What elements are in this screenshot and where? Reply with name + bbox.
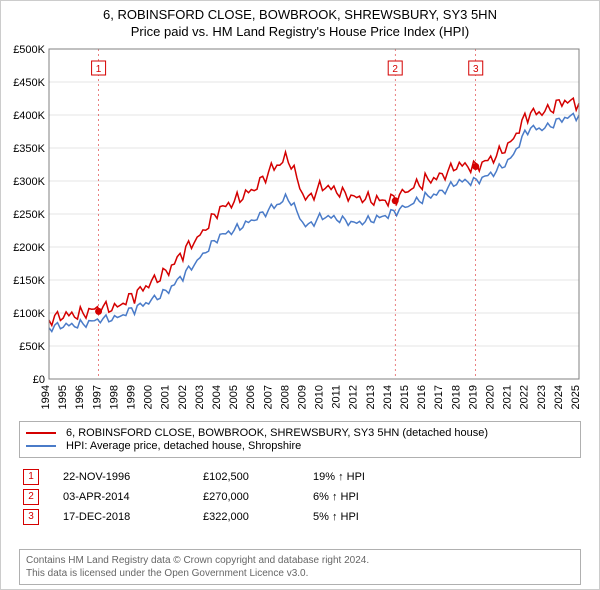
svg-text:£450K: £450K <box>13 77 45 89</box>
sale-marker-2: 2 <box>23 489 39 505</box>
title-block: 6, ROBINSFORD CLOSE, BOWBROOK, SHREWSBUR… <box>1 1 599 41</box>
svg-text:2022: 2022 <box>519 385 531 409</box>
svg-text:2000: 2000 <box>143 385 155 409</box>
svg-text:2001: 2001 <box>160 385 172 409</box>
title-line1: 6, ROBINSFORD CLOSE, BOWBROOK, SHREWSBUR… <box>1 7 599 24</box>
chart-area: 123£0£50K£100K£150K£200K£250K£300K£350K£… <box>49 49 579 379</box>
svg-text:£300K: £300K <box>13 176 45 188</box>
sale-marker-3: 3 <box>23 509 39 525</box>
svg-text:2010: 2010 <box>314 385 326 409</box>
svg-text:2019: 2019 <box>467 385 479 409</box>
legend-row-hpi: HPI: Average price, detached house, Shro… <box>26 440 574 452</box>
svg-text:3: 3 <box>473 64 479 75</box>
sales-rows: 1 22-NOV-1996 £102,500 19% ↑ HPI 2 03-AP… <box>19 465 433 529</box>
svg-text:2012: 2012 <box>348 385 360 409</box>
legend-label-property: 6, ROBINSFORD CLOSE, BOWBROOK, SHREWSBUR… <box>66 427 488 439</box>
svg-text:2014: 2014 <box>382 385 394 409</box>
legend-row-property: 6, ROBINSFORD CLOSE, BOWBROOK, SHREWSBUR… <box>26 427 574 439</box>
sale-pct-1: 19% ↑ HPI <box>313 471 433 483</box>
svg-text:1: 1 <box>96 64 102 75</box>
legend-label-hpi: HPI: Average price, detached house, Shro… <box>66 440 301 452</box>
svg-text:2007: 2007 <box>262 385 274 409</box>
svg-text:£350K: £350K <box>13 143 45 155</box>
svg-text:2003: 2003 <box>194 385 206 409</box>
svg-text:2011: 2011 <box>331 385 343 409</box>
title-line2: Price paid vs. HM Land Registry's House … <box>1 24 599 41</box>
svg-text:2005: 2005 <box>228 385 240 409</box>
sale-date-2: 03-APR-2014 <box>63 491 203 503</box>
svg-text:£400K: £400K <box>13 110 45 122</box>
svg-text:2016: 2016 <box>416 385 428 409</box>
sale-price-2: £270,000 <box>203 491 313 503</box>
svg-text:2002: 2002 <box>177 385 189 409</box>
svg-text:2013: 2013 <box>365 385 377 409</box>
svg-text:1997: 1997 <box>91 385 103 409</box>
footnote-box: Contains HM Land Registry data © Crown c… <box>19 549 581 585</box>
sale-price-3: £322,000 <box>203 511 313 523</box>
svg-text:£0: £0 <box>33 374 45 386</box>
svg-text:2006: 2006 <box>245 385 257 409</box>
chart-container: 6, ROBINSFORD CLOSE, BOWBROOK, SHREWSBUR… <box>0 0 600 590</box>
svg-text:1998: 1998 <box>108 385 120 409</box>
svg-text:2004: 2004 <box>211 385 223 409</box>
footnote-line1: Contains HM Land Registry data © Crown c… <box>26 554 574 567</box>
footnote-line2: This data is licensed under the Open Gov… <box>26 567 574 580</box>
svg-text:1995: 1995 <box>57 385 69 409</box>
svg-text:2024: 2024 <box>553 385 565 409</box>
svg-text:£50K: £50K <box>19 341 45 353</box>
svg-text:2020: 2020 <box>485 385 497 409</box>
sale-date-3: 17-DEC-2018 <box>63 511 203 523</box>
legend-swatch-hpi <box>26 445 56 447</box>
svg-text:2021: 2021 <box>502 385 514 409</box>
sale-marker-1: 1 <box>23 469 39 485</box>
svg-text:£200K: £200K <box>13 242 45 254</box>
svg-text:1999: 1999 <box>125 385 137 409</box>
svg-text:2015: 2015 <box>399 385 411 409</box>
svg-text:£250K: £250K <box>13 209 45 221</box>
sale-row-3: 3 17-DEC-2018 £322,000 5% ↑ HPI <box>19 509 433 525</box>
svg-text:£100K: £100K <box>13 308 45 320</box>
sale-date-1: 22-NOV-1996 <box>63 471 203 483</box>
legend-swatch-property <box>26 432 56 434</box>
svg-text:£150K: £150K <box>13 275 45 287</box>
svg-text:2025: 2025 <box>570 385 582 409</box>
sale-row-1: 1 22-NOV-1996 £102,500 19% ↑ HPI <box>19 469 433 485</box>
chart-svg: 123£0£50K£100K£150K£200K£250K£300K£350K£… <box>49 49 579 421</box>
sale-price-1: £102,500 <box>203 471 313 483</box>
svg-text:2023: 2023 <box>536 385 548 409</box>
svg-text:1996: 1996 <box>74 385 86 409</box>
svg-text:2009: 2009 <box>296 385 308 409</box>
sale-pct-3: 5% ↑ HPI <box>313 511 433 523</box>
svg-text:2008: 2008 <box>279 385 291 409</box>
svg-text:2: 2 <box>392 64 398 75</box>
svg-text:1994: 1994 <box>40 385 52 409</box>
sale-pct-2: 6% ↑ HPI <box>313 491 433 503</box>
svg-text:£500K: £500K <box>13 44 45 56</box>
sale-row-2: 2 03-APR-2014 £270,000 6% ↑ HPI <box>19 489 433 505</box>
svg-text:2017: 2017 <box>433 385 445 409</box>
svg-text:2018: 2018 <box>450 385 462 409</box>
legend-box: 6, ROBINSFORD CLOSE, BOWBROOK, SHREWSBUR… <box>19 421 581 458</box>
